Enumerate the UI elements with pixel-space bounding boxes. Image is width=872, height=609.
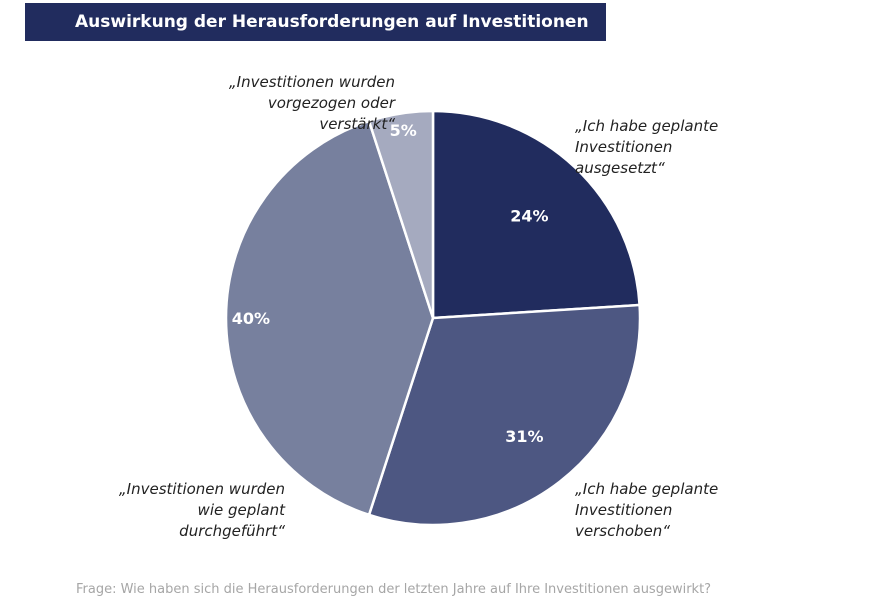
slice-value-label: 5%	[390, 121, 417, 140]
slice-label-vorgezogen: „Investitionen wurden vorgezogen oder ve…	[228, 73, 395, 133]
slice-value-label: 31%	[505, 427, 543, 446]
chart-title: Auswirkung der Herausforderungen auf Inv…	[25, 3, 606, 41]
chart-caption: Frage: Wie haben sich die Herausforderun…	[76, 582, 712, 597]
pie-slice	[431, 109, 641, 320]
slice-label-ausgesetzt: „Ich habe geplante Investitionen ausgese…	[575, 117, 719, 177]
pie-slice	[367, 109, 435, 319]
pie-slice	[224, 119, 435, 517]
slice-label-verschoben: „Ich habe geplante Investitionen verscho…	[575, 480, 719, 540]
pie-slice	[367, 303, 642, 527]
slice-value-label: 40%	[232, 309, 270, 328]
slice-label-wie-geplant: „Investitionen wurden wie geplant durchg…	[118, 480, 285, 540]
slice-value-label: 24%	[510, 206, 548, 225]
